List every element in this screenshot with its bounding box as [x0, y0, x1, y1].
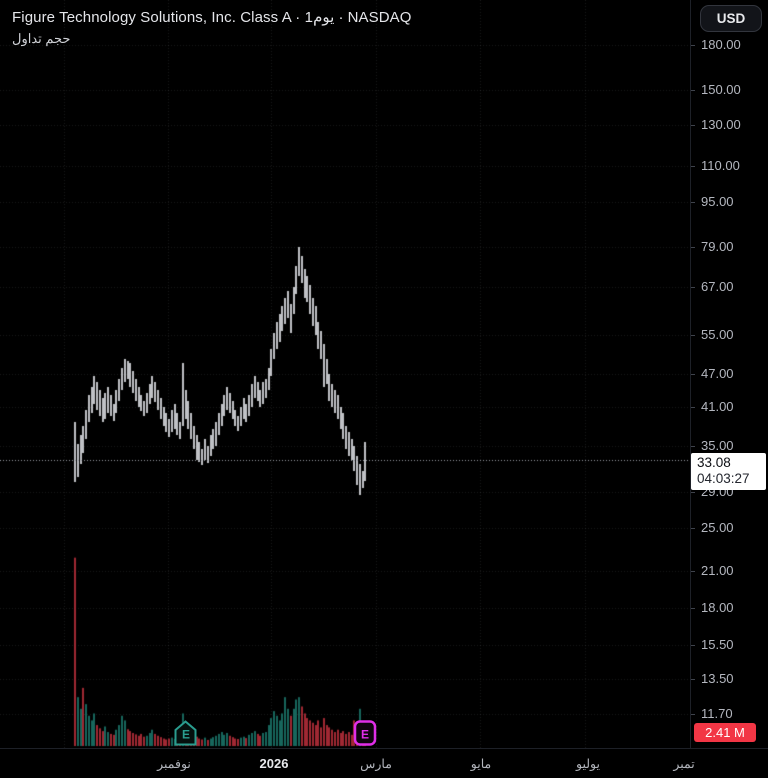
price-tick-label: 15.50 [701, 637, 734, 652]
price-tick-label: 35.00 [701, 438, 734, 453]
price-tick-label: 21.00 [701, 563, 734, 578]
time-axis-month-label: مايو [470, 757, 492, 771]
price-volume-chart-canvas[interactable] [0, 0, 690, 748]
price-tick-mark [691, 407, 695, 408]
price-tick-mark [691, 679, 695, 680]
price-tick-label: 47.00 [701, 366, 734, 381]
price-tick-mark [691, 374, 695, 375]
price-tick-mark [691, 571, 695, 572]
currency-toggle-button[interactable]: USD [700, 5, 762, 32]
time-axis-month-label: نوفمبر [157, 757, 191, 771]
price-tick-mark [691, 202, 695, 203]
price-tick-label: 11.70 [701, 706, 733, 721]
time-axis-year-label: 2026 [259, 756, 289, 771]
time-axis-month-label: تمبر [673, 757, 695, 771]
earnings-marker-reported[interactable]: E [174, 720, 198, 746]
last-price-label: 33.08 04:03:27 [691, 453, 766, 490]
last-price-value: 33.08 [697, 455, 731, 470]
price-tick-mark [691, 446, 695, 447]
price-tick-label: 79.00 [701, 239, 734, 254]
price-tick-mark [691, 714, 695, 715]
price-tick-label: 130.00 [701, 117, 741, 132]
time-axis[interactable]: نوفمبر 2026 مارس مايو يوليو تمبر [0, 748, 768, 778]
svg-text:E: E [361, 728, 369, 742]
price-tick-mark [691, 608, 695, 609]
volume-value-badge: 2.41 M [694, 723, 756, 742]
price-tick-mark [691, 287, 695, 288]
price-tick-label: 13.50 [701, 671, 734, 686]
price-tick-mark [691, 45, 695, 46]
price-tick-label: 150.00 [701, 82, 741, 97]
price-tick-label: 95.00 [701, 194, 734, 209]
price-tick-label: 180.00 [701, 37, 741, 52]
price-tick-label: 55.00 [701, 327, 734, 342]
time-axis-month-label: يوليو [576, 757, 600, 771]
price-tick-mark [691, 166, 695, 167]
price-tick-mark [691, 247, 695, 248]
price-tick-mark [691, 528, 695, 529]
price-tick-label: 110.00 [701, 158, 740, 173]
price-tick-label: 18.00 [701, 600, 734, 615]
price-tick-label: 25.00 [701, 520, 734, 535]
time-axis-month-label: مارس [360, 757, 392, 771]
earnings-marker-upcoming[interactable]: E [353, 720, 377, 746]
price-tick-mark [691, 335, 695, 336]
price-tick-mark [691, 125, 695, 126]
price-tick-mark [691, 492, 695, 493]
price-tick-label: 41.00 [701, 399, 734, 414]
svg-text:E: E [182, 728, 190, 742]
countdown-timer: 04:03:27 [697, 471, 750, 486]
price-axis[interactable]: 180.00 150.00 130.00 110.00 95.00 79.00 67.00 5… [690, 0, 768, 748]
price-tick-mark [691, 90, 695, 91]
price-tick-mark [691, 645, 695, 646]
price-tick-label: 67.00 [701, 279, 734, 294]
